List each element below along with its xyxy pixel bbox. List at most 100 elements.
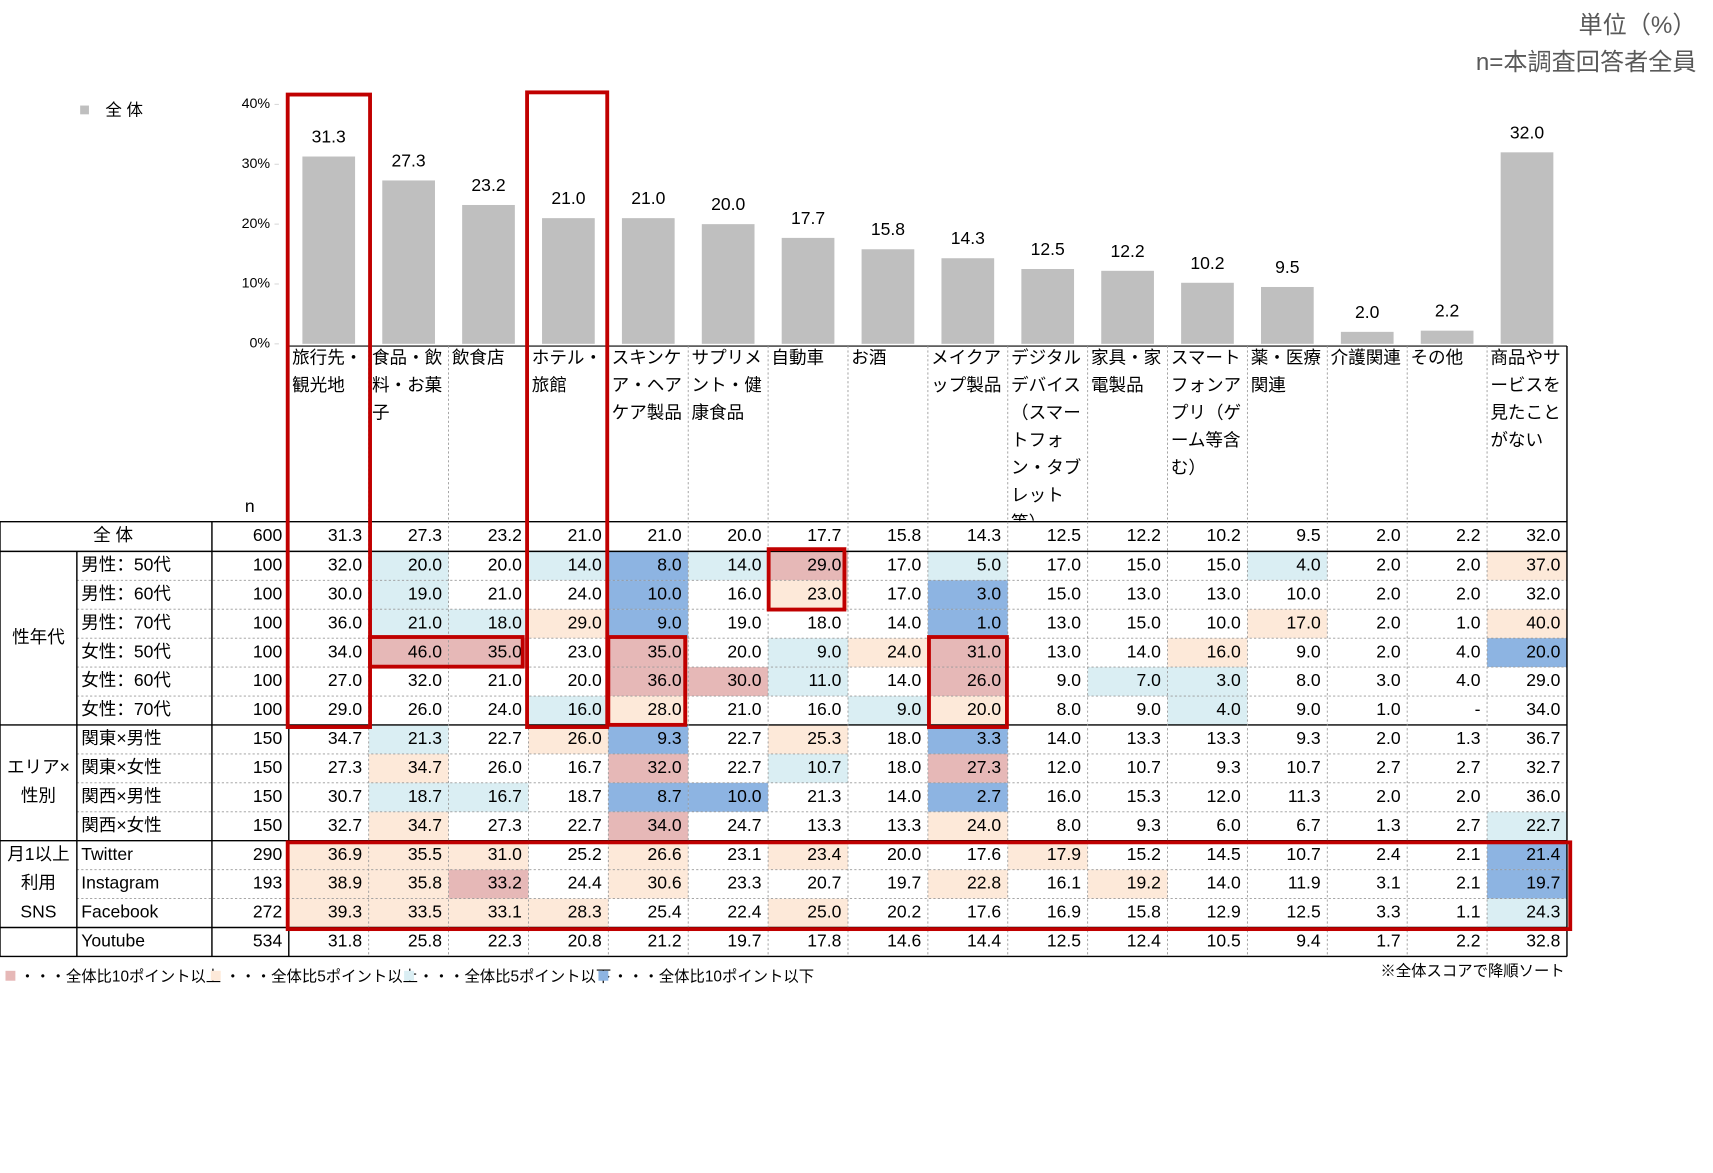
cell-shade bbox=[927, 753, 1008, 783]
cell: 4.0 bbox=[1456, 641, 1481, 661]
cell-shade bbox=[608, 551, 689, 581]
cell: 15.3 bbox=[1127, 786, 1161, 806]
cell: 21.0 bbox=[488, 670, 522, 690]
cell: 12.2 bbox=[1127, 525, 1161, 545]
cell: 16.0 bbox=[727, 583, 761, 603]
cell: 32.0 bbox=[1526, 525, 1560, 545]
cell: 23.0 bbox=[568, 641, 602, 661]
cell: 10.7 bbox=[1127, 757, 1161, 777]
cell: 19.2 bbox=[1127, 873, 1161, 893]
cell: 5.0 bbox=[977, 554, 1002, 574]
cell: 1.0 bbox=[1376, 699, 1401, 719]
cell: 24.0 bbox=[568, 583, 602, 603]
cell-shade bbox=[768, 551, 848, 581]
cell: 26.0 bbox=[408, 699, 442, 719]
cell-shade bbox=[1167, 638, 1248, 668]
cell: 9.0 bbox=[817, 641, 842, 661]
column-header-text: 介護関連 bbox=[1330, 349, 1401, 368]
cell-shade bbox=[927, 811, 1008, 841]
cell: 40.0 bbox=[1526, 612, 1560, 632]
cell: 17.0 bbox=[1287, 612, 1321, 632]
cell: 32.0 bbox=[1526, 583, 1560, 603]
cell: 3.0 bbox=[977, 583, 1002, 603]
cell: 18.0 bbox=[807, 612, 841, 632]
bar bbox=[1261, 286, 1314, 344]
cell: 29.0 bbox=[807, 554, 841, 574]
cell: 4.0 bbox=[1296, 554, 1321, 574]
row-n: 100 bbox=[253, 612, 283, 632]
cell: 11.0 bbox=[809, 670, 842, 690]
cell: 2.0 bbox=[1376, 728, 1401, 748]
cell: 20.0 bbox=[727, 525, 761, 545]
column-header: 薬・医療関連 bbox=[1251, 349, 1321, 395]
cell: 25.2 bbox=[568, 844, 602, 864]
cell: 3.0 bbox=[1216, 670, 1241, 690]
cell: 27.3 bbox=[328, 757, 362, 777]
cell: 23.2 bbox=[488, 525, 522, 545]
row-label: 関東×男性 bbox=[81, 728, 161, 748]
cell: 31.0 bbox=[967, 641, 1001, 661]
cell: 2.1 bbox=[1456, 873, 1480, 893]
row-n: 272 bbox=[253, 902, 282, 922]
column-header: 商品やサービスを見たことがない bbox=[1490, 349, 1560, 450]
shade-legend-label: ・・・全体比10ポイント以下 bbox=[613, 967, 814, 985]
cell: 8.0 bbox=[1057, 815, 1082, 835]
cell: 26.0 bbox=[967, 670, 1001, 690]
cell: 13.0 bbox=[1047, 641, 1081, 661]
cell-shade bbox=[1487, 638, 1567, 668]
cell: 27.3 bbox=[967, 757, 1001, 777]
cell: 2.0 bbox=[1376, 641, 1401, 661]
cell-shade bbox=[448, 898, 529, 928]
cell: 21.4 bbox=[1526, 844, 1560, 864]
cell: 1.7 bbox=[1376, 931, 1400, 951]
group-label: 月1以上 bbox=[7, 844, 69, 864]
cell: 17.9 bbox=[1047, 844, 1081, 864]
cell: 9.0 bbox=[1057, 670, 1082, 690]
cell: 31.8 bbox=[328, 931, 362, 951]
y-tick-label: 30% bbox=[242, 156, 271, 172]
cell: 28.0 bbox=[647, 699, 681, 719]
column-header-text: デジタルデバイス（スマートフォン・タブレット等） bbox=[1011, 349, 1082, 520]
cell: 13.3 bbox=[1207, 728, 1241, 748]
bar bbox=[701, 224, 755, 344]
bar bbox=[302, 156, 356, 344]
cell: 3.1 bbox=[1376, 873, 1400, 893]
legend-label: 全 体 bbox=[105, 101, 143, 119]
cell: 30.0 bbox=[328, 583, 362, 603]
cell: 16.7 bbox=[568, 757, 602, 777]
cell: 13.0 bbox=[1047, 612, 1081, 632]
cell-shade bbox=[1487, 551, 1567, 581]
shade-legend-label: ・・・全体比5ポイント以上 bbox=[225, 967, 418, 985]
cell: 33.1 bbox=[488, 902, 522, 922]
cell-shade bbox=[288, 869, 369, 899]
row-label: 男性：60代 bbox=[81, 583, 171, 603]
shade-legend-label: ・・・全体比5ポイント以下 bbox=[418, 967, 611, 985]
cell: 14.0 bbox=[727, 554, 761, 574]
cell-shade bbox=[368, 609, 449, 639]
cell: 25.8 bbox=[408, 931, 442, 951]
cell-shade bbox=[368, 869, 449, 899]
cell: 18.0 bbox=[887, 728, 921, 748]
shade-legend-swatch bbox=[598, 970, 609, 981]
column-header: ホテル・旅館 bbox=[532, 349, 602, 395]
cell: 10.5 bbox=[1207, 931, 1241, 951]
cell-shade bbox=[688, 667, 769, 697]
cell: 32.7 bbox=[328, 815, 362, 835]
cell-shade bbox=[927, 667, 1008, 697]
cell: 2.2 bbox=[1456, 931, 1480, 951]
bar bbox=[941, 258, 995, 344]
cell: 15.0 bbox=[1127, 554, 1161, 574]
cell: 36.0 bbox=[1526, 786, 1560, 806]
cell-shade bbox=[1087, 667, 1168, 697]
cell: 31.0 bbox=[488, 844, 522, 864]
cell: 21.0 bbox=[568, 525, 602, 545]
cell: 34.0 bbox=[1526, 699, 1560, 719]
highlight-box bbox=[285, 92, 372, 729]
row-n: 100 bbox=[253, 699, 283, 719]
y-tick-label: 20% bbox=[242, 216, 271, 232]
cell: 12.0 bbox=[1207, 786, 1241, 806]
cell: 10.2 bbox=[1207, 525, 1241, 545]
shade-legend-swatch bbox=[404, 970, 414, 981]
cell: 18.7 bbox=[408, 786, 442, 806]
highlight-box bbox=[766, 547, 847, 612]
